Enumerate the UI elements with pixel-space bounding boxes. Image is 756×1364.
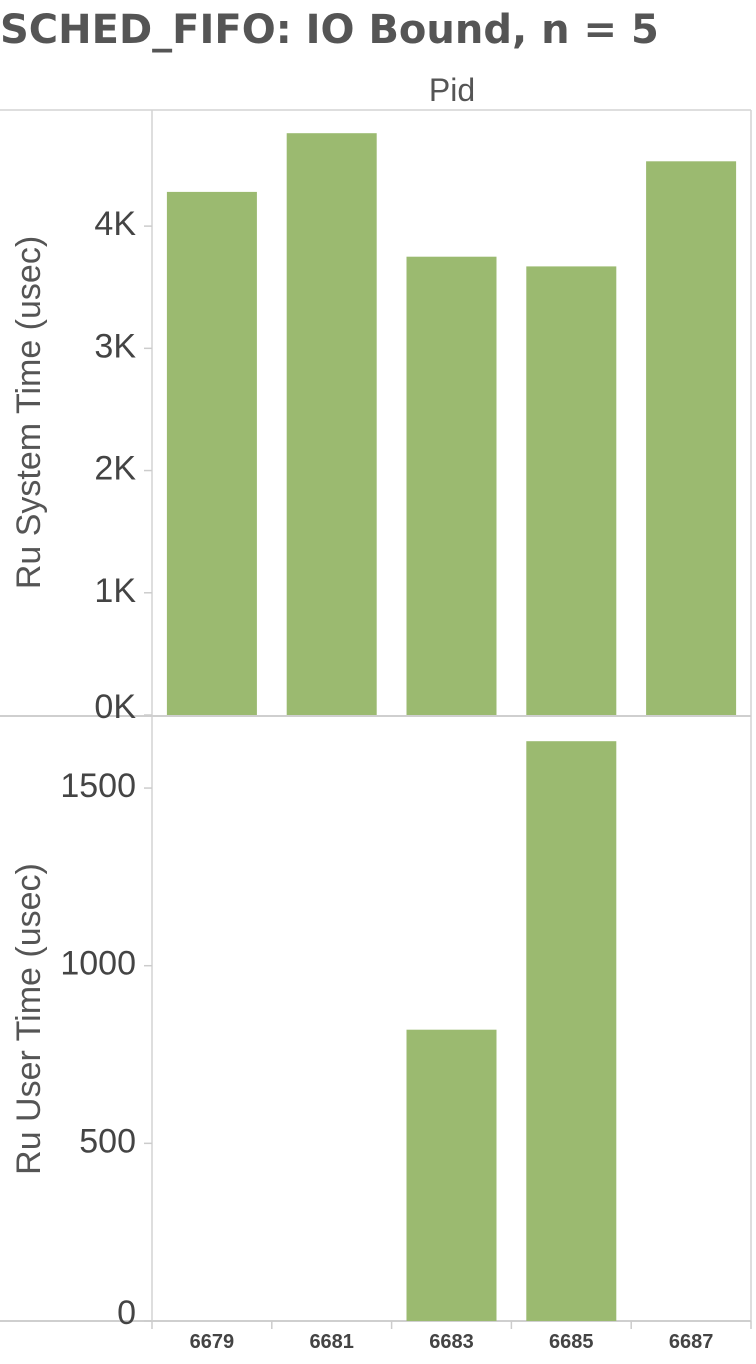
chart-title: SCHED_FIFO: IO Bound, n = 5 bbox=[0, 7, 659, 53]
bar-2-6685[interactable] bbox=[526, 741, 617, 1321]
column-header: Pid bbox=[429, 72, 475, 108]
y-tick-label-1-4: 4K bbox=[94, 205, 136, 243]
bar-1-6679[interactable] bbox=[166, 191, 257, 715]
bar-2-6683[interactable] bbox=[406, 1029, 497, 1321]
bar-1-6681[interactable] bbox=[286, 133, 377, 715]
x-tick-label-6683: 6683 bbox=[429, 1331, 474, 1353]
y-tick-label-2-1: 500 bbox=[79, 1122, 136, 1160]
y-tick-label-1-1: 1K bbox=[94, 572, 136, 610]
panel-2: 0 500 1000 1500 Ru User Time (usec) bbox=[10, 741, 617, 1332]
y-tick-label-1-3: 3K bbox=[94, 327, 136, 365]
y-tick-label-1-0: 0K bbox=[94, 688, 136, 726]
x-axis: 6679 6681 6683 6685 6687 bbox=[151, 1321, 752, 1353]
y-axis-title-2: Ru User Time (usec) bbox=[10, 863, 48, 1175]
y-tick-label-2-2: 1000 bbox=[60, 945, 136, 983]
x-tick-label-6685: 6685 bbox=[549, 1331, 594, 1353]
chart-panels: 0K 1K 2K 3K 4K Ru System Time (usec) 0 500 1000 1… bbox=[10, 133, 737, 1332]
y-tick-label-2-0: 0 bbox=[117, 1294, 136, 1332]
y-tick-label-2-3: 1500 bbox=[60, 767, 136, 805]
bar-1-6687[interactable] bbox=[646, 161, 737, 716]
bar-1-6683[interactable] bbox=[406, 256, 497, 715]
panel-1: 0K 1K 2K 3K 4K Ru System Time (usec) bbox=[10, 133, 737, 726]
x-tick-label-6687: 6687 bbox=[669, 1331, 714, 1353]
y-axis-title-1: Ru System Time (usec) bbox=[10, 236, 48, 589]
x-tick-label-6681: 6681 bbox=[309, 1331, 354, 1353]
bar-1-6685[interactable] bbox=[526, 266, 617, 715]
y-tick-label-1-2: 2K bbox=[94, 450, 136, 488]
x-tick-label-6679: 6679 bbox=[190, 1331, 235, 1353]
